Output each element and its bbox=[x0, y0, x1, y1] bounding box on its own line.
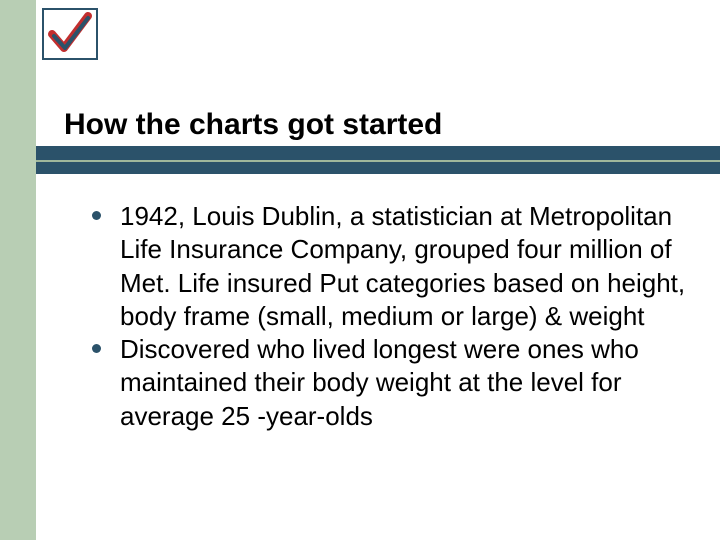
bullet-text: 1942, Louis Dublin, a statistician at Me… bbox=[120, 201, 685, 331]
left-sidebar bbox=[0, 0, 36, 540]
bullet-item: 1942, Louis Dublin, a statistician at Me… bbox=[92, 200, 690, 333]
bullet-dot-icon bbox=[92, 211, 101, 220]
bullet-dot-icon bbox=[92, 344, 101, 353]
slide-title: How the charts got started bbox=[64, 108, 442, 142]
bullet-item: Discovered who lived longest were ones w… bbox=[92, 333, 690, 433]
content-area: 1942, Louis Dublin, a statistician at Me… bbox=[92, 200, 690, 433]
logo bbox=[42, 8, 98, 60]
title-underline bbox=[36, 160, 720, 162]
bullet-text: Discovered who lived longest were ones w… bbox=[120, 334, 639, 431]
